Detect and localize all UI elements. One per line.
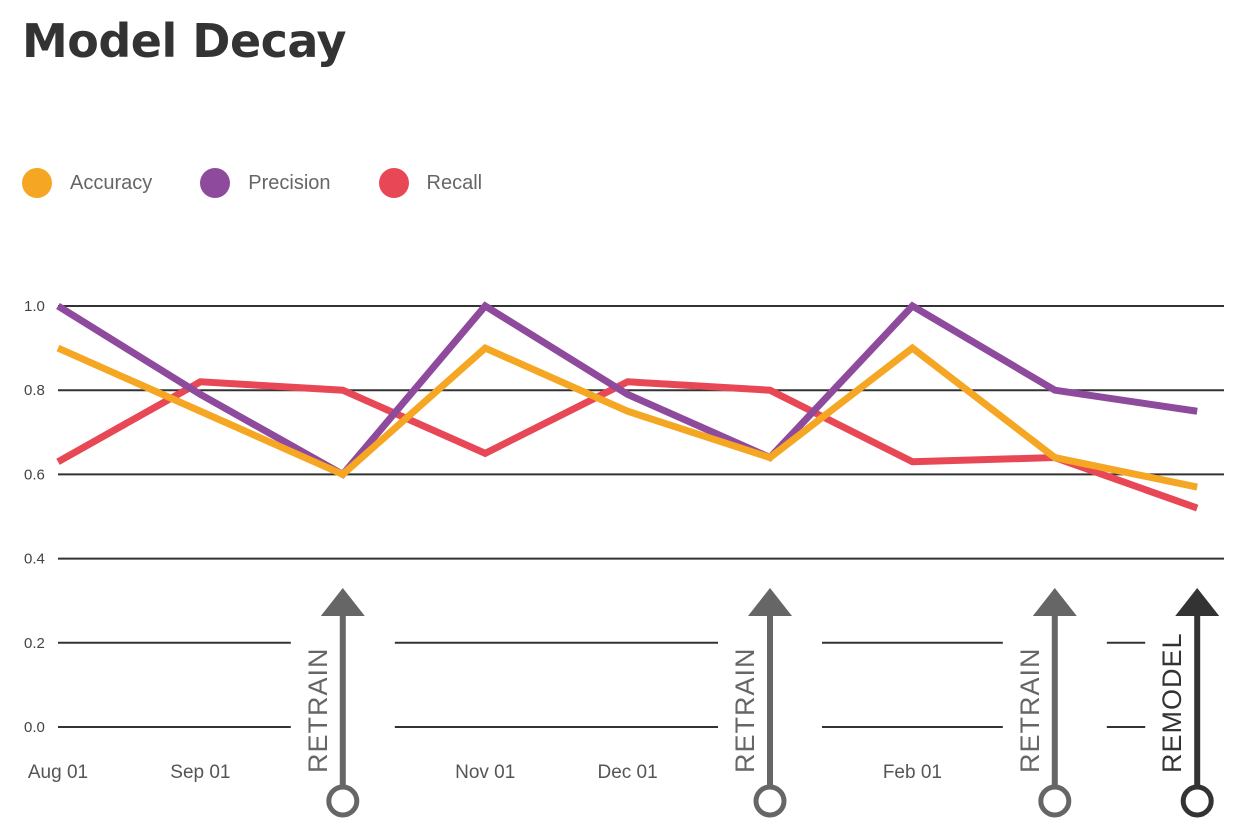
event-arrow-head	[1175, 588, 1220, 616]
y-tick-label: 0.4	[24, 551, 45, 568]
event-marker-retrain: RETRAIN	[303, 588, 365, 818]
event-label: REMODEL	[1157, 632, 1187, 773]
y-axis-ticks: 1.0 0.8 0.6 0.4 0.2 0.0	[24, 298, 45, 736]
legend-label-recall: Recall	[426, 171, 483, 194]
event-arrow-base-circle	[1038, 784, 1072, 818]
legend-dot-recall	[378, 168, 409, 198]
y-tick-label: 0.8	[24, 382, 45, 399]
legend-dot-accuracy	[22, 168, 52, 198]
event-marker-remodel: REMODEL	[1157, 588, 1220, 818]
legend-dot-precision	[200, 168, 231, 198]
x-tick-label: Sep 01	[170, 762, 230, 783]
series-layer	[56, 301, 1199, 512]
chart-title: Model Decay	[22, 14, 347, 68]
x-tick-label: Aug 01	[28, 762, 88, 783]
series-line-precision	[56, 301, 1198, 479]
grid-layer	[58, 305, 1224, 728]
event-arrow-head	[320, 588, 365, 616]
y-tick-label: 1.0	[24, 298, 45, 315]
y-tick-label: 0.0	[24, 719, 45, 736]
event-arrow-base-circle	[753, 784, 787, 818]
event-marker-retrain: RETRAIN	[730, 588, 792, 818]
event-marker-retrain: RETRAIN	[1015, 588, 1077, 818]
legend-label-precision: Precision	[248, 171, 331, 194]
event-arrow-head	[1032, 588, 1077, 616]
x-tick-label: Nov 01	[455, 762, 515, 783]
event-arrow-base-circle	[1180, 784, 1214, 818]
event-arrow-head	[748, 588, 792, 616]
event-arrow-base-circle	[326, 784, 360, 818]
x-tick-label: Feb 01	[883, 762, 942, 783]
y-tick-label: 0.6	[24, 466, 45, 483]
legend-item-recall: Recall	[378, 168, 483, 198]
legend: Accuracy Precision Recall	[22, 168, 530, 198]
legend-label-accuracy: Accuracy	[70, 171, 153, 194]
legend-item-accuracy: Accuracy	[22, 168, 152, 198]
event-markers: RETRAIN RETRAIN RETRAIN REMODEL	[303, 588, 1220, 818]
series-line-recall	[56, 378, 1199, 512]
y-tick-label: 0.2	[24, 635, 45, 652]
legend-item-precision: Precision	[200, 168, 331, 198]
event-label: RETRAIN	[730, 647, 760, 773]
event-label: RETRAIN	[1015, 647, 1045, 773]
series-line-accuracy	[56, 343, 1198, 491]
event-label: RETRAIN	[303, 647, 333, 773]
x-axis-ticks: Aug 01 Sep 01 Nov 01 Dec 01 Feb 01	[28, 762, 942, 783]
x-tick-label: Dec 01	[597, 762, 657, 783]
